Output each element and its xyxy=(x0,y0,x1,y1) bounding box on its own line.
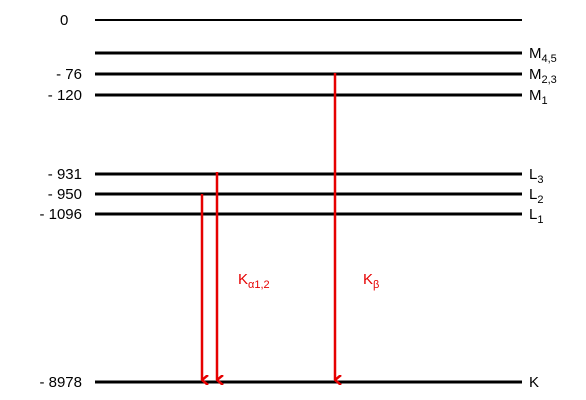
transition-label-k-alpha: Kα1,2 xyxy=(238,271,270,291)
shell-label-m23: M2,3 xyxy=(529,66,557,86)
shell-label-m1: M1 xyxy=(529,87,548,107)
transition-label-k-beta: Kβ xyxy=(363,271,379,291)
energy-label-l3: - 931 xyxy=(48,166,82,183)
energy-label-zero: 0 xyxy=(60,12,68,29)
energy-label-m1: - 120 xyxy=(48,87,82,104)
shell-label-l2: L2 xyxy=(529,186,543,206)
shell-label-l1: L1 xyxy=(529,206,543,226)
shell-label-m45: M4,5 xyxy=(529,45,557,65)
energy-label-l2: - 950 xyxy=(48,186,82,203)
shell-label-l3: L3 xyxy=(529,166,543,186)
energy-label-l1: - 1096 xyxy=(39,206,82,223)
shell-label-k: K xyxy=(529,374,539,391)
energy-label-m23: - 76 xyxy=(56,66,82,83)
energy-label-k: - 8978 xyxy=(39,374,82,391)
